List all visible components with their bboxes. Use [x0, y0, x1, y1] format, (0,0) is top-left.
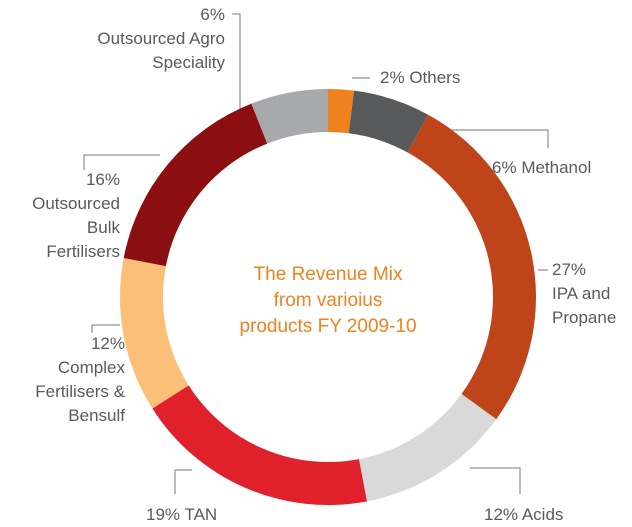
donut-slice — [152, 385, 367, 505]
slice-label: 16% Outsourced Bulk Fertilisers — [20, 168, 120, 264]
slice-label: 6% Outsourced Agro Speciality — [55, 3, 225, 75]
value-label: 6% — [200, 5, 225, 24]
donut-slice — [120, 258, 189, 409]
category-label: Outsourced Bulk Fertilisers — [32, 194, 120, 261]
category-label: Others — [409, 68, 461, 87]
value-label: 19% — [146, 505, 181, 524]
leader-line — [174, 469, 192, 494]
value-label: 6% — [492, 158, 517, 177]
value-label: 27% — [552, 260, 587, 279]
slice-label: 6% Methanol — [492, 156, 632, 180]
donut-slice — [348, 90, 429, 153]
value-label: 12% — [484, 505, 519, 524]
category-label: Methanol — [521, 158, 592, 177]
donut-slice — [358, 393, 497, 502]
value-label: 2% — [380, 68, 405, 87]
slice-label: 12% Acids — [484, 503, 624, 527]
category-label: Acids — [521, 505, 564, 524]
value-label: 16% — [85, 170, 120, 189]
slice-label: 2% Others — [380, 66, 520, 90]
leader-line — [232, 13, 241, 122]
slice-label: 27% IPA and Propane — [552, 258, 632, 330]
category-label: IPA and Propane — [552, 284, 617, 327]
leader-line — [470, 467, 521, 494]
donut-slice — [251, 89, 328, 144]
category-label: Complex Fertilisers & Bensulf — [35, 358, 125, 425]
leader-line — [430, 129, 549, 148]
leader-line — [91, 324, 120, 333]
leader-line — [83, 154, 160, 170]
slice-label: 12% Complex Fertilisers & Bensulf — [30, 332, 125, 428]
center-title: The Revenue Mix from varioius products F… — [239, 264, 417, 337]
donut-slice — [328, 89, 355, 134]
category-label: Outsourced Agro Speciality — [97, 29, 225, 72]
slice-label: 19% TAN — [146, 503, 286, 527]
value-label: 12% — [90, 334, 125, 353]
donut-slice — [407, 114, 537, 420]
donut-slice — [123, 103, 268, 267]
category-label: TAN — [184, 505, 218, 524]
